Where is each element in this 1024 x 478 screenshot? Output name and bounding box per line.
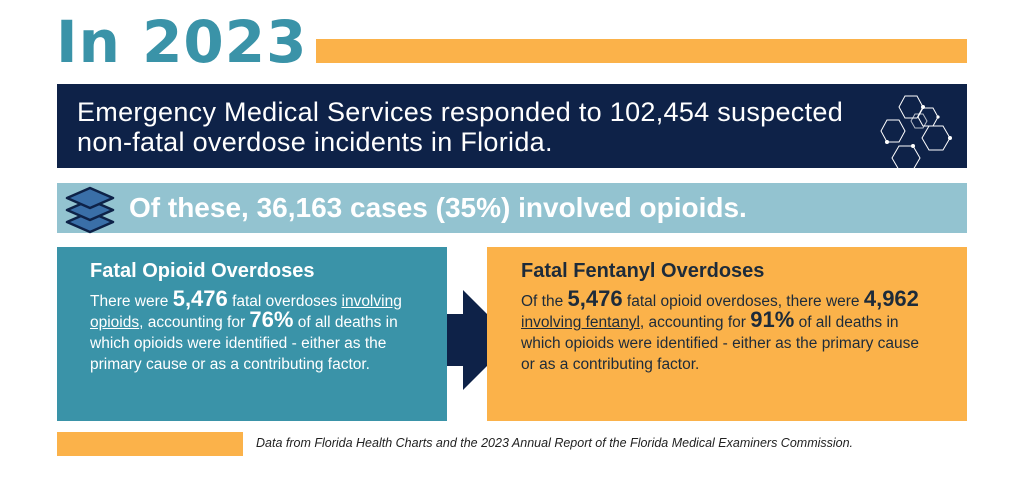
fatal-opioid-total: 5,476 [567, 286, 623, 311]
fatal-fentanyl-heading: Fatal Fentanyl Overdoses [521, 260, 765, 282]
source-note: Data from Florida Health Charts and the … [256, 436, 854, 450]
page-title: In 2023 [56, 8, 308, 76]
right-arrow-icon [447, 290, 513, 390]
fatal-opioid-heading: Fatal Opioid Overdoses [90, 260, 315, 282]
fatal-opioid-panel: Fatal Opioid Overdoses There were 5,476 … [57, 247, 447, 421]
text-fragment: Of the [521, 293, 568, 310]
accent-bar-bottom [57, 432, 243, 456]
fatal-fentanyl-text: Of the 5,476 fatal opioid overdoses, the… [521, 288, 931, 375]
opioid-banner: Of these, 36,163 cases (35%) involved op… [57, 183, 967, 234]
text-fragment: There were [90, 293, 173, 310]
fatal-fentanyl-panel: Fatal Fentanyl Overdoses Of the 5,476 fa… [487, 247, 967, 421]
text-fragment: fatal opioid overdoses, there were [622, 293, 864, 310]
involving-fentanyl-link[interactable]: involving fentanyl [521, 314, 640, 331]
accent-bar-top [316, 39, 967, 63]
text-fragment: , accounting for [639, 314, 751, 331]
ems-statement: Emergency Medical Services responded to … [77, 97, 844, 157]
text-fragment: fatal overdoses [227, 293, 342, 310]
ems-panel: Emergency Medical Services responded to … [57, 84, 967, 170]
involving-opioids-link[interactable]: involving opioids [90, 293, 402, 331]
fatal-fentanyl-count: 4,962 [863, 286, 919, 311]
text-fragment: of all deaths in which opioids were iden… [521, 314, 920, 373]
layers-stack-icon [65, 186, 115, 234]
fatal-opioid-count: 5,476 [172, 286, 228, 311]
text-fragment: , accounting for [139, 314, 250, 331]
fatal-opioid-percent: 76% [249, 307, 294, 332]
fatal-opioid-text: There were 5,476 fatal overdoses involvi… [90, 288, 435, 375]
hexagon-network-icon [880, 95, 952, 170]
text-fragment: of all deaths in which opioids were iden… [90, 314, 398, 373]
fatal-fentanyl-percent: 91% [750, 307, 795, 332]
opioid-statement: Of these, 36,163 cases (35%) involved op… [129, 192, 747, 223]
